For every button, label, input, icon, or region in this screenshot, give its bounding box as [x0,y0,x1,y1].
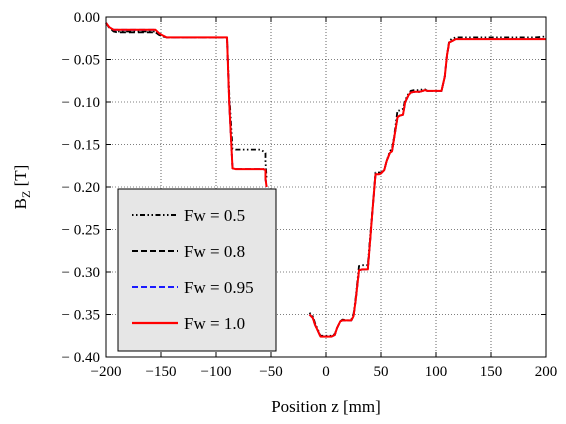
legend-item-label: Fw = 0.95 [184,278,254,297]
series-line [308,38,546,338]
y-axis-label-unit: [T] [11,165,30,191]
x-axis-label: Position z [mm] [271,397,381,416]
x-tick-label: 100 [425,364,448,380]
x-tick-label: 150 [480,364,503,380]
y-tick-label: − 0.25 [62,223,100,239]
grid [106,17,546,357]
x-tick-label: −100 [201,364,232,380]
y-axis-label-subscript: Z [19,191,33,198]
y-tick-label: − 0.05 [62,53,100,69]
x-tick-label: −50 [259,364,282,380]
y-tick-label: − 0.10 [62,95,100,111]
y-tick-label: − 0.40 [62,350,100,366]
x-tick-label: 200 [535,364,558,380]
legend-item-label: Fw = 0.8 [184,242,245,261]
legend-item-label: Fw = 0.5 [184,206,245,225]
y-tick-label: − 0.35 [62,308,100,324]
x-tick-label: 50 [374,364,389,380]
legend-item-label: Fw = 1.0 [184,314,245,333]
series-line [105,22,268,188]
y-axis-label: BZ [T] [11,165,33,210]
y-tick-label: 0.00 [74,10,100,26]
y-axis-label-main: B [11,198,30,209]
legend: Fw = 0.5 Fw = 0.8 Fw = 0.95 Fw = 1.0 [117,188,277,352]
y-tick-label: − 0.15 [62,138,100,154]
y-tick-label: − 0.20 [62,180,100,196]
x-tick-label: −200 [91,364,122,380]
series-layer [105,22,547,338]
ticks: −200 −150 −100 −50 0 50 100 150 200 0.00 − 0.05 − 0… [62,10,558,380]
y-tick-label: − 0.30 [62,265,100,281]
x-tick-label: 0 [322,364,330,380]
x-tick-label: −150 [146,364,177,380]
